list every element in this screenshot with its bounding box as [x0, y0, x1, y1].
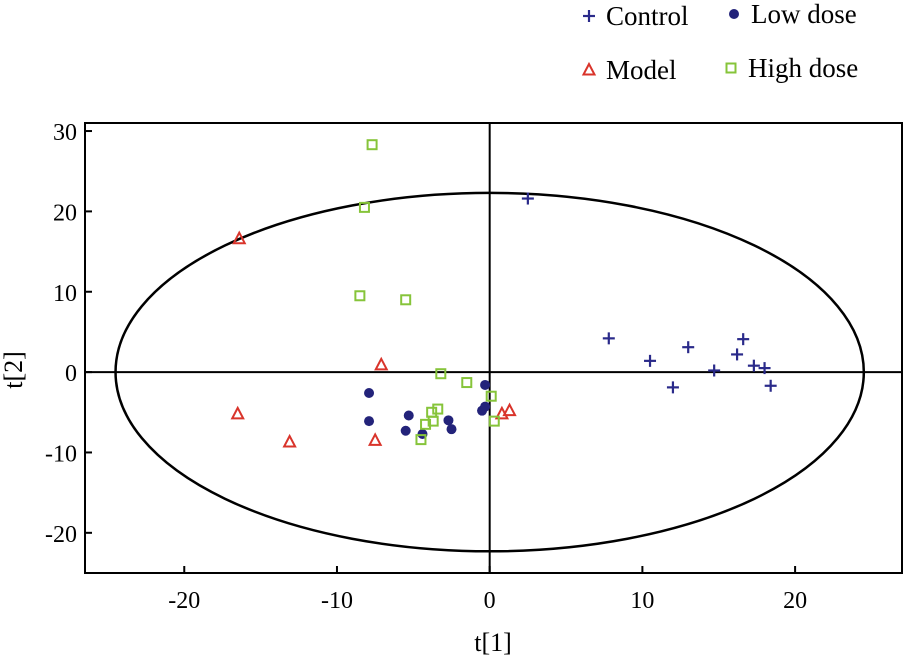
point-high-dose — [366, 139, 378, 151]
point-model — [232, 230, 247, 245]
point-control — [737, 333, 750, 346]
point-low-dose — [446, 424, 457, 435]
point-control — [666, 381, 679, 394]
x-tick-label: -10 — [321, 588, 353, 614]
point-low-dose — [364, 388, 375, 398]
legend-marker-low-dose — [729, 9, 739, 19]
x-tick-label: 0 — [484, 588, 496, 614]
x-axis-title: t[1] — [474, 628, 512, 657]
point-model — [502, 402, 517, 417]
point-control — [521, 192, 534, 205]
y-tick-label: -20 — [45, 522, 77, 548]
point-high-dose — [420, 418, 432, 430]
y-tick-label: 0 — [65, 361, 77, 387]
point-high-dose — [354, 290, 366, 302]
point-control — [602, 332, 615, 345]
point-control — [747, 359, 760, 372]
legend-label-high-dose: High dose — [748, 53, 858, 83]
point-low-dose — [443, 415, 454, 426]
point-low-dose — [480, 379, 491, 390]
y-tick-label: 10 — [53, 281, 77, 307]
point-low-dose — [364, 416, 375, 427]
legend-marker-control — [583, 10, 595, 22]
point-control — [758, 362, 771, 375]
legend-label-model: Model — [606, 55, 677, 85]
x-tick-label: -20 — [168, 588, 200, 614]
y-tick-label: -10 — [45, 441, 77, 467]
point-low-dose — [403, 410, 414, 421]
point-model — [230, 405, 245, 420]
point-high-dose — [485, 390, 497, 402]
plot-frame — [84, 122, 903, 574]
point-control — [708, 364, 721, 377]
point-low-dose — [480, 401, 491, 412]
data-points — [230, 139, 777, 448]
point-high-dose — [426, 406, 438, 418]
point-high-dose — [435, 368, 447, 380]
point-control — [682, 341, 695, 354]
point-high-dose — [461, 377, 473, 389]
y-tick-label: 20 — [53, 200, 77, 226]
y-axis-title: t[2] — [0, 351, 28, 389]
point-high-dose — [358, 201, 370, 213]
point-model — [282, 433, 297, 448]
legend-marker-high-dose — [725, 62, 737, 74]
legend: Control Low dose Model High dose — [581, 0, 858, 85]
point-high-dose — [427, 415, 439, 427]
point-high-dose — [415, 434, 427, 446]
point-control — [644, 354, 657, 367]
point-high-dose — [488, 415, 500, 427]
point-model — [374, 356, 389, 371]
y-tick-label: 30 — [53, 120, 77, 146]
legend-marker-model — [581, 61, 597, 76]
point-high-dose — [432, 403, 444, 415]
point-model — [367, 432, 383, 446]
point-control — [764, 379, 777, 392]
x-tick-label: 20 — [783, 588, 807, 614]
point-control — [731, 348, 744, 361]
point-high-dose — [400, 294, 412, 306]
legend-label-control: Control — [606, 1, 689, 31]
x-tick-label: 10 — [630, 588, 654, 614]
axis-ticks: -20 -10 0 10 20 -20 -10 0 10 20 30 — [45, 120, 807, 614]
legend-label-low-dose: Low dose — [751, 0, 857, 29]
point-low-dose — [400, 425, 411, 436]
